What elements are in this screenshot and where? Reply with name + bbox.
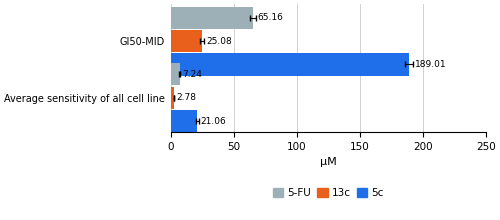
Text: 21.06: 21.06 [200, 117, 226, 126]
Text: 189.01: 189.01 [414, 60, 446, 69]
Text: 7.24: 7.24 [182, 70, 202, 79]
Legend: 5-FU, 13c, 5c: 5-FU, 13c, 5c [270, 186, 386, 200]
Bar [170, 30, 202, 52]
Text: 2.78: 2.78 [176, 93, 197, 102]
Bar [170, 7, 253, 29]
X-axis label: μM: μM [320, 157, 336, 167]
Bar [170, 87, 174, 109]
Text: 65.16: 65.16 [258, 13, 283, 22]
Bar [170, 110, 197, 132]
Text: 25.08: 25.08 [206, 37, 232, 46]
Bar [170, 53, 409, 75]
Bar [170, 63, 179, 85]
